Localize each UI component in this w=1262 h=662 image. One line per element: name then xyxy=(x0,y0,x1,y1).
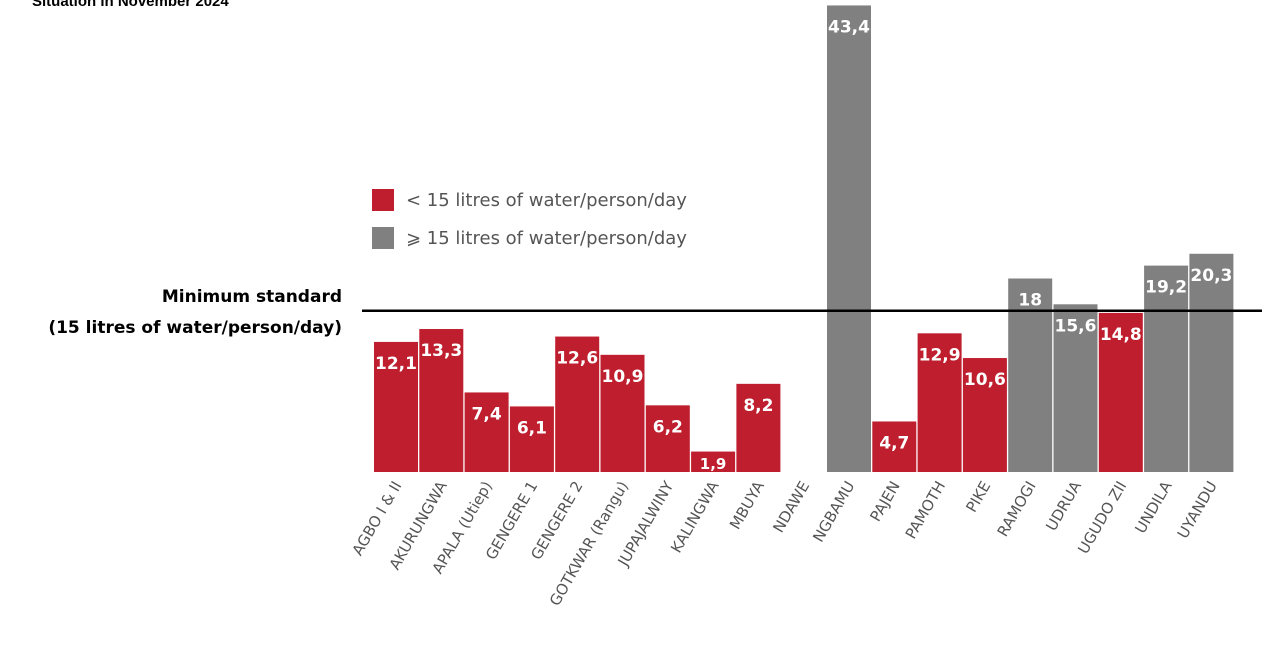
legend-item-above: ⩾ 15 litres of water/person/day xyxy=(372,227,687,249)
bar xyxy=(1144,265,1189,472)
bar xyxy=(1053,304,1098,472)
legend-swatch-above xyxy=(372,227,394,249)
category-label: PAJEN xyxy=(866,478,903,525)
legend-swatch-below xyxy=(372,189,394,211)
data-label: 15,6 xyxy=(1055,316,1097,336)
bar xyxy=(374,341,418,472)
legend-item-below: < 15 litres of water/person/day xyxy=(372,189,687,211)
data-label: 12,9 xyxy=(919,345,961,365)
data-label: 10,9 xyxy=(602,367,644,387)
bar xyxy=(917,333,962,472)
data-label: 19,2 xyxy=(1145,278,1187,298)
data-label: 43,4 xyxy=(828,17,870,37)
bar xyxy=(962,358,1007,472)
legend-label-below: < 15 litres of water/person/day xyxy=(406,189,687,211)
bar xyxy=(509,406,554,472)
data-label: 4,7 xyxy=(879,433,909,453)
data-label: 20,3 xyxy=(1190,266,1232,286)
bar xyxy=(645,405,690,472)
category-label: NGBAMU xyxy=(809,478,858,545)
category-label: UYANDU xyxy=(1174,478,1221,542)
category-label: UNDILA xyxy=(1131,477,1176,536)
chart-subtitle: Situation in November 2024 xyxy=(32,0,229,10)
category-label: PAMOTH xyxy=(902,478,949,542)
data-label: 18 xyxy=(1018,291,1042,311)
data-label: 12,1 xyxy=(375,354,417,374)
data-label: 6,2 xyxy=(653,417,683,437)
data-label: 10,6 xyxy=(964,370,1006,390)
bar xyxy=(691,451,736,472)
bar xyxy=(827,5,871,472)
category-label: NDAWE xyxy=(769,478,813,536)
data-label: 1,9 xyxy=(700,455,727,473)
category-label: MBUYA xyxy=(726,477,768,532)
bar xyxy=(1098,312,1143,472)
bar xyxy=(736,383,781,472)
reference-line-title: Minimum standard xyxy=(161,287,342,307)
category-label: PIKE xyxy=(962,478,994,515)
bar xyxy=(464,392,509,472)
reference-line-subtitle: (15 litres of water/person/day) xyxy=(48,318,342,338)
data-label: 13,3 xyxy=(420,341,462,361)
bar xyxy=(872,421,917,472)
data-label: 12,6 xyxy=(556,349,598,369)
bar xyxy=(600,354,645,472)
data-label: 8,2 xyxy=(743,396,773,416)
bar xyxy=(419,329,464,472)
category-label: UDRUA xyxy=(1042,477,1085,534)
bar xyxy=(1189,253,1234,472)
legend-label-above: ⩾ 15 litres of water/person/day xyxy=(406,227,687,249)
data-label: 6,1 xyxy=(517,418,547,438)
data-label: 7,4 xyxy=(472,404,502,424)
category-label: RAMOGI xyxy=(994,478,1040,540)
data-label: 14,8 xyxy=(1100,325,1142,345)
bar xyxy=(555,336,600,472)
